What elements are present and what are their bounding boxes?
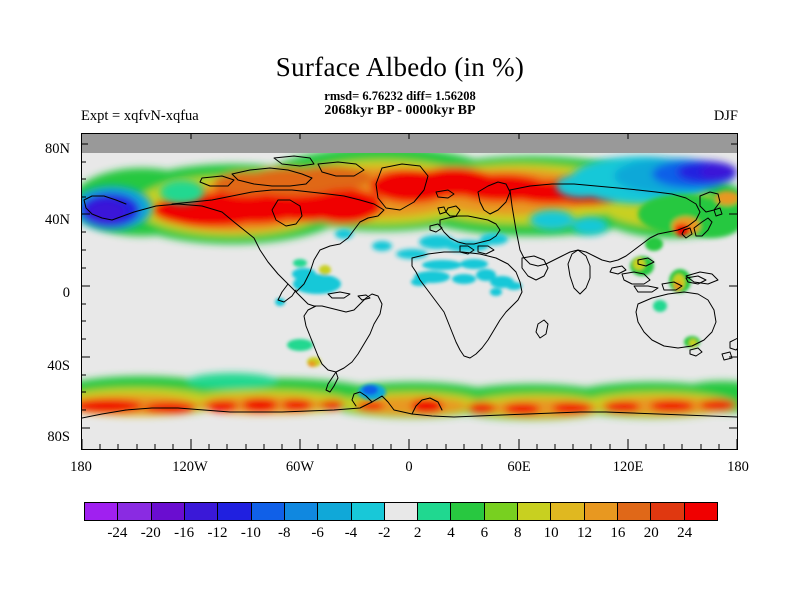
colorbar-tick-6: 6	[480, 525, 489, 541]
colorbar-cell-2	[151, 503, 185, 520]
colorbar-tick-neg16: -16	[174, 525, 195, 541]
australasia-patches	[630, 237, 700, 348]
rmsd-statistics-label: rmsd= 6.76232 diff= 1.56208	[324, 89, 476, 103]
patagonia-patches	[287, 339, 321, 367]
colorbar-tick-20: 20	[643, 525, 659, 541]
colorbar-cell-12	[484, 503, 519, 520]
y-axis-label-40n: 40N	[45, 212, 70, 228]
arctic-masked-band	[82, 134, 737, 153]
colorbar	[84, 502, 718, 521]
colorbar-tick-neg12: -12	[207, 525, 228, 541]
colorbar-tick-8: 8	[514, 525, 522, 541]
antarctic-peninsula-negative	[358, 384, 386, 400]
colorbar-cell-4	[218, 503, 252, 520]
colorbar-cell-13	[518, 503, 552, 520]
x-axis-label-0: 0	[405, 459, 413, 475]
coastlines	[82, 155, 737, 419]
x-axis-label-120e: 120E	[612, 459, 644, 475]
greenland-negative-blob	[82, 180, 204, 230]
x-axis-label-120w: 120W	[172, 459, 208, 475]
colorbar-cell-9	[384, 503, 419, 520]
y-axis-label-40s: 40S	[47, 358, 70, 374]
colorbar-cell-17	[651, 503, 685, 520]
map-canvas	[82, 134, 737, 449]
season-label: DJF	[713, 108, 738, 124]
x-axis-label-180w: 180	[70, 459, 92, 475]
colorbar-tick-10: 10	[543, 525, 559, 541]
colorbar-cell-1	[118, 503, 152, 520]
colorbar-tick-neg8: -8	[277, 525, 291, 541]
y-axis-label-80n: 80N	[45, 141, 70, 157]
colorbar-cell-14	[551, 503, 585, 520]
colorbar-tick-12: 12	[577, 525, 593, 541]
colorbar-cell-11	[451, 503, 485, 520]
colorbar-cell-5	[251, 503, 285, 520]
colorbar-tick-neg10: -10	[240, 525, 261, 541]
colorbar-cell-3	[184, 503, 219, 520]
page-title: Surface Albedo (in %)	[275, 52, 525, 82]
colorbar-cell-16	[618, 503, 652, 520]
colorbar-tick-neg20: -20	[140, 525, 161, 541]
colorbar-cell-18	[684, 503, 717, 520]
time-period-label: 2068kyr BP - 0000kyr BP	[324, 103, 476, 118]
x-axis-label-60e: 60E	[507, 459, 531, 475]
colorbar-tick-24: 24	[677, 525, 693, 541]
colorbar-cell-6	[284, 503, 319, 520]
y-axis-label-0: 0	[62, 285, 70, 301]
y-axis-label-80s: 80S	[47, 429, 70, 445]
sahara-negative-patches	[411, 259, 522, 296]
axis-tick-marks	[82, 134, 737, 449]
colorbar-cell-8	[351, 503, 385, 520]
colorbar-tick-16: 16	[610, 525, 626, 541]
colorbar-tick-4: 4	[447, 525, 455, 541]
colorbar-cell-10	[418, 503, 452, 520]
colorbar-tick-neg2: -2	[378, 525, 391, 541]
x-axis-label-180e: 180	[727, 459, 749, 475]
colorbar-cell-7	[318, 503, 352, 520]
colorbar-tick-2: 2	[413, 525, 422, 541]
colorbar-tick-neg6: -6	[311, 525, 324, 541]
colorbar-tick-neg4: -4	[344, 525, 358, 541]
siberia-negative-blob	[530, 156, 737, 235]
x-axis-label-60w: 60W	[285, 459, 315, 475]
experiment-label: Expt = xqfvN-xqfua	[81, 108, 199, 124]
colorbar-tick-neg24: -24	[107, 525, 128, 541]
map-plot-area	[81, 133, 738, 450]
east-asia-blobs	[638, 191, 737, 238]
colorbar-cell-15	[584, 503, 618, 520]
colorbar-cell-0	[85, 503, 119, 520]
